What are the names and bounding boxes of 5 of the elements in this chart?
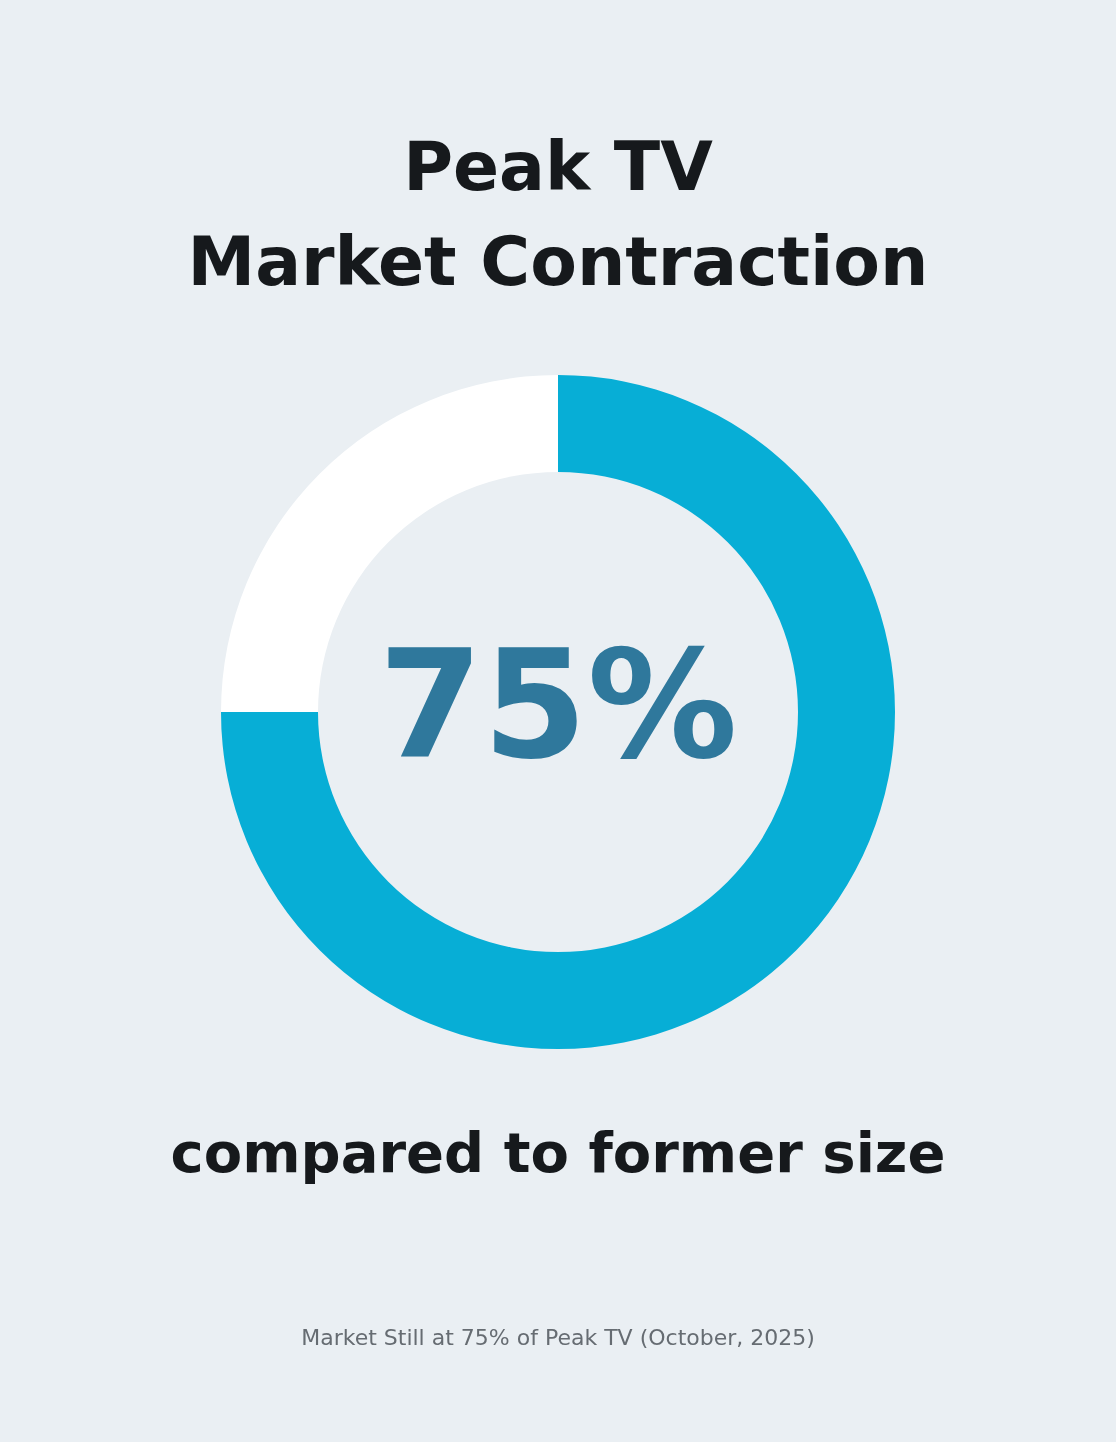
data-label: 75% bbox=[378, 618, 738, 792]
text: Market Still at 75% of Peak TV (October, 2025) bbox=[301, 1325, 815, 1350]
donut-slice bbox=[221, 375, 895, 1049]
chart-title: Peak TV Market Contraction bbox=[187, 127, 929, 302]
text: compared to former size bbox=[170, 1120, 946, 1185]
